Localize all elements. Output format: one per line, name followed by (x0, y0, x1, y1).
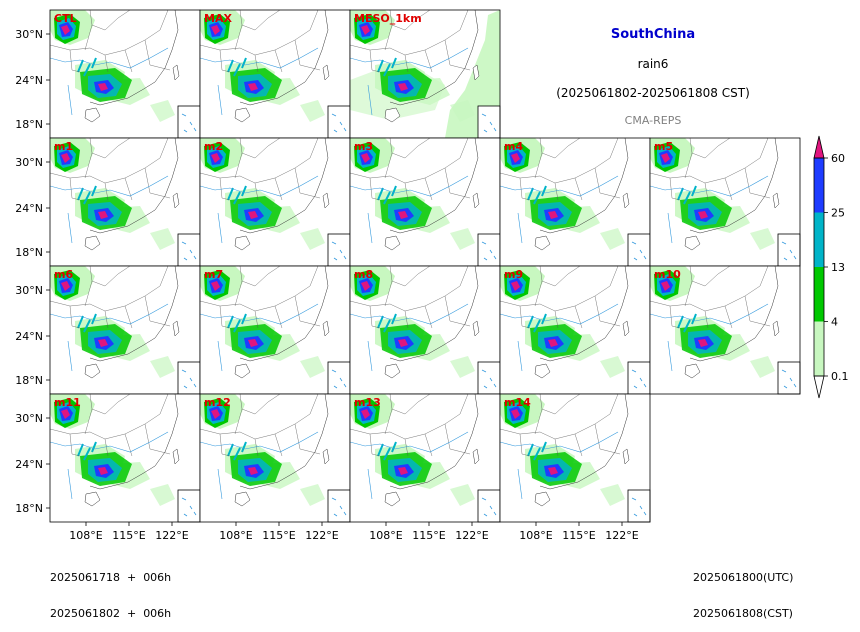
variable-title: rain6 (638, 57, 669, 71)
colorbar-tick-label: 4 (831, 316, 838, 329)
map-panel-m8: m8 (349, 265, 501, 395)
panel-label: m4 (504, 140, 523, 153)
colorbar-segment (814, 267, 824, 322)
lat-tick-label: 18°N (15, 502, 43, 515)
lat-tick-label: 24°N (15, 458, 43, 471)
map-panel-m4: m4 (499, 137, 651, 267)
panel-label: m7 (204, 268, 223, 281)
panel-label: m1 (54, 140, 73, 153)
lat-tick-label: 24°N (15, 330, 43, 343)
map-panel-max: MAX (199, 9, 351, 139)
lon-tick-label: 115°E (112, 529, 145, 542)
lat-tick-label: 18°N (15, 118, 43, 131)
lon-tick-label: 108°E (519, 529, 552, 542)
figure-canvas: SouthChina rain6 (2025061802-2025061808 … (15, 9, 849, 542)
map-panel-m13: m13 (349, 393, 501, 523)
region-title: SouthChina (611, 27, 695, 42)
map-panel-m10: m10 (649, 265, 801, 395)
map-panel-m9: m9 (499, 265, 651, 395)
footer-left-valid: 2025061802 + 006h (50, 607, 172, 620)
lat-tick-label: 30°N (15, 156, 43, 169)
footer-right-utc: 2025061800(UTC) (693, 571, 794, 584)
lat-tick-label: 24°N (15, 202, 43, 215)
colorbar-segment (814, 321, 824, 376)
map-panel-m12: m12 (199, 393, 351, 523)
lon-tick-label: 122°E (305, 529, 338, 542)
panel-label: m9 (504, 268, 523, 281)
map-panel-meso-1km: MESO_1km (349, 9, 501, 139)
lon-tick-label: 122°E (455, 529, 488, 542)
map-panel-m3: m3 (349, 137, 501, 267)
lon-tick-label: 108°E (69, 529, 102, 542)
lat-tick-label: 30°N (15, 28, 43, 41)
colorbar-tick-label: 13 (831, 261, 845, 274)
colorbar-segment (814, 212, 824, 267)
map-panel-m2: m2 (199, 137, 351, 267)
panel-label: m11 (54, 396, 81, 409)
lat-tick-label: 30°N (15, 412, 43, 425)
lat-tick-label: 30°N (15, 284, 43, 297)
panel-label: m5 (654, 140, 673, 153)
lon-tick-label: 122°E (155, 529, 188, 542)
panel-label: m12 (204, 396, 231, 409)
panel-label: CTL (54, 12, 77, 25)
footer-left: 2025061718 + 006h 2025061802 + 006h (50, 548, 171, 632)
lon-tick-label: 122°E (605, 529, 638, 542)
footer-right-cst: 2025061808(CST) (693, 607, 793, 620)
map-panel-m6: m6 (49, 265, 201, 395)
colorbar-extend-min (813, 375, 825, 399)
colorbar-tick-label: 0.1 (831, 370, 849, 383)
panel-label: m2 (204, 140, 223, 153)
lon-tick-label: 115°E (562, 529, 595, 542)
map-panel-m11: m11 (49, 393, 201, 523)
colorbar-tick-label: 60 (831, 152, 845, 165)
lon-tick-label: 115°E (262, 529, 295, 542)
footer-left-init: 2025061718 + 006h (50, 571, 172, 584)
map-panel-m7: m7 (199, 265, 351, 395)
map-panel-m14: m14 (499, 393, 651, 523)
panel-label: m13 (354, 396, 381, 409)
panel-grid: CTL MAX MESO_1km m1 m2 m3 m4 m5 m6 m7 m8 m9 m10 m11 m1… (49, 9, 801, 523)
colorbar: 60 25 13 4 0.1 (813, 135, 849, 399)
lat-tick-label: 24°N (15, 74, 43, 87)
panel-label: m8 (354, 268, 373, 281)
source-label: CMA-REPS (625, 114, 682, 127)
footer-right: 2025061800(UTC) 2025061808(CST) (693, 548, 793, 632)
map-panel-ctl: CTL (49, 9, 201, 139)
lat-tick-label: 18°N (15, 374, 43, 387)
lon-tick-label: 115°E (412, 529, 445, 542)
map-panel-m1: m1 (49, 137, 201, 267)
panel-label: MAX (204, 12, 232, 25)
lat-tick-label: 18°N (15, 246, 43, 259)
lon-tick-label: 108°E (219, 529, 252, 542)
period-title: (2025061802-2025061808 CST) (556, 86, 750, 100)
axis-labels: 30°N 24°N 18°N 30°N 24°N 18°N 30°N 24°N 18°N 30°N… (15, 28, 639, 542)
panel-label: m6 (54, 268, 73, 281)
panel-label: m3 (354, 140, 373, 153)
panel-label: m14 (504, 396, 531, 409)
colorbar-tick-label: 25 (831, 207, 845, 220)
panel-label: m10 (654, 268, 681, 281)
colorbar-extend-max (813, 135, 825, 159)
colorbar-segment (814, 158, 824, 213)
panel-label: MESO_1km (354, 12, 422, 25)
map-panel-m5: m5 (649, 137, 801, 267)
lon-tick-label: 108°E (369, 529, 402, 542)
